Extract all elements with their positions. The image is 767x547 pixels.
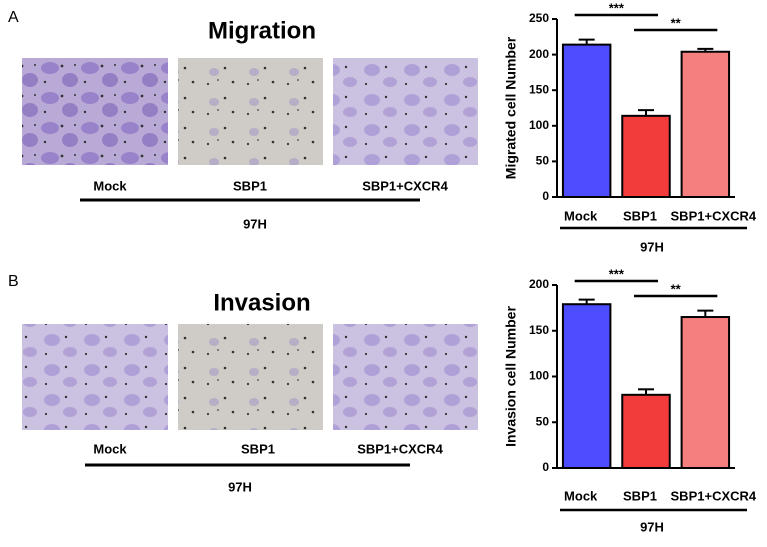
images-a — [22, 58, 478, 165]
x-tick-label: SBP1 — [623, 208, 657, 223]
y-axis-label: Migrated cell Number — [503, 36, 519, 179]
y-tick-label: 200 — [529, 47, 549, 61]
error-bar — [578, 38, 595, 45]
y-tick-label: 50 — [536, 414, 550, 428]
image-label: Mock — [93, 441, 127, 456]
images-b — [22, 324, 478, 430]
panel-title: Invasion — [213, 289, 310, 316]
group-label: 97H — [640, 519, 664, 534]
y-axis-label: Invasion cell Number — [503, 306, 519, 447]
micrograph — [178, 58, 323, 165]
image-label: SBP1+CXCR4 — [357, 441, 443, 456]
bar — [621, 393, 671, 469]
micrograph — [22, 324, 168, 430]
micrograph — [333, 58, 478, 165]
error-bar — [578, 298, 595, 305]
x-tick-label: Mock — [564, 208, 598, 223]
significance-label: *** — [609, 0, 625, 15]
image-label: SBP1 — [241, 441, 275, 456]
y-tick-label: 200 — [529, 277, 549, 291]
error-bar — [697, 47, 714, 52]
bar — [561, 303, 612, 469]
group-label: 97H — [228, 479, 252, 494]
bar — [621, 114, 671, 198]
significance-label: ** — [671, 281, 682, 296]
y-tick-label: 100 — [529, 118, 549, 132]
micrograph — [22, 58, 168, 165]
bar — [680, 50, 731, 198]
x-tick-label: Mock — [564, 488, 598, 503]
error-bar — [697, 309, 714, 318]
micrograph — [178, 324, 323, 430]
panel-label: A — [8, 9, 19, 26]
y-tick-label: 0 — [542, 460, 549, 474]
significance-label: ** — [671, 15, 682, 30]
y-tick-label: 250 — [529, 11, 549, 25]
image-label: SBP1 — [233, 178, 267, 193]
y-tick-label: 50 — [536, 154, 550, 168]
significance-label: *** — [609, 266, 625, 281]
y-tick-label: 150 — [529, 82, 549, 96]
panel-label: B — [8, 273, 19, 290]
y-tick-label: 100 — [529, 369, 549, 383]
group-label: 97H — [640, 239, 664, 254]
image-label: Mock — [93, 178, 127, 193]
error-bar — [638, 388, 654, 395]
y-tick-label: 150 — [529, 323, 549, 337]
x-tick-label: SBP1+CXCR4 — [671, 208, 757, 223]
image-label: SBP1+CXCR4 — [362, 178, 448, 193]
micrograph — [333, 324, 478, 430]
bar — [680, 316, 731, 469]
error-bar — [638, 109, 654, 116]
bar — [561, 43, 612, 198]
x-tick-label: SBP1+CXCR4 — [671, 488, 757, 503]
group-label: 97H — [243, 216, 267, 231]
y-tick-label: 0 — [542, 189, 549, 203]
panel-title: Migration — [208, 17, 316, 44]
x-tick-label: SBP1 — [623, 488, 657, 503]
